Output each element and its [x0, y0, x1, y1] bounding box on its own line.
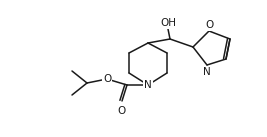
- Text: O: O: [118, 106, 126, 116]
- Text: N: N: [144, 80, 152, 90]
- Text: OH: OH: [160, 18, 176, 28]
- Text: O: O: [206, 20, 214, 30]
- Text: N: N: [203, 67, 211, 77]
- Text: O: O: [103, 74, 111, 84]
